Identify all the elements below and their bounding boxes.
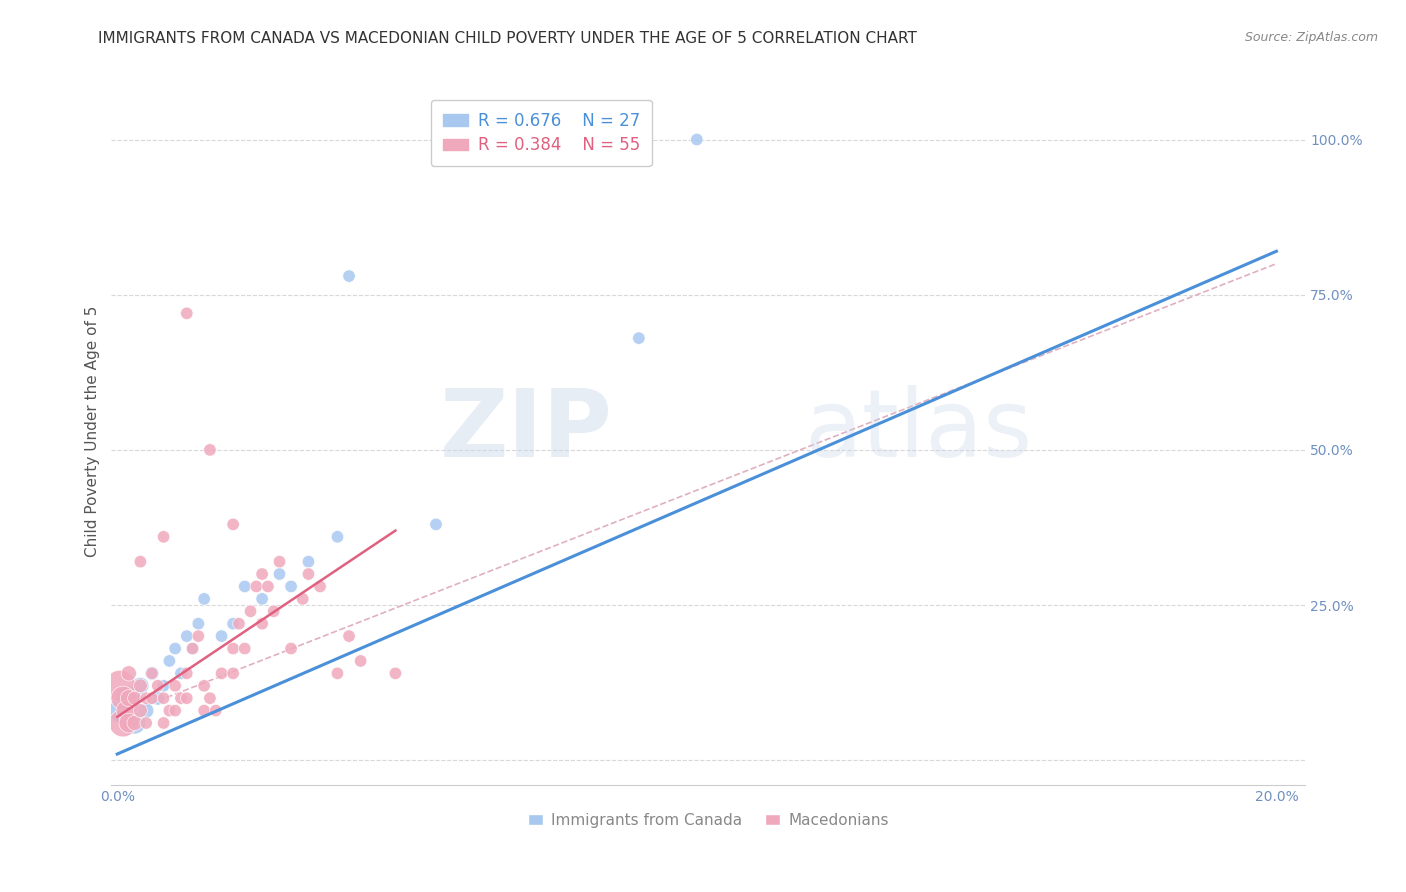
Point [269,555,291,569]
Point [239,604,262,618]
Point [291,591,314,606]
Legend: Immigrants from Canada, Macedonians: Immigrants from Canada, Macedonians [522,807,894,834]
Point [146,679,169,693]
Point [124,691,146,706]
Point [222,616,245,631]
Point [157,704,180,718]
Point [165,641,187,656]
Point [108,679,131,693]
Point [222,517,245,532]
Point [193,591,215,606]
Point [350,654,373,668]
Point [124,716,146,731]
Point [204,704,226,718]
Point [115,704,138,718]
Point [165,679,187,693]
Point [118,716,141,731]
Point [250,567,273,582]
Point [337,629,360,643]
Point [170,666,193,681]
Point [198,442,221,457]
Point [141,691,163,706]
Point [228,616,250,631]
Point [157,654,180,668]
Point [211,666,233,681]
Point [222,666,245,681]
Point [129,704,152,718]
Point [280,579,302,593]
Point [187,629,209,643]
Point [141,666,163,681]
Point [686,132,709,146]
Point [297,555,319,569]
Point [181,641,204,656]
Point [111,716,134,731]
Point [309,579,332,593]
Text: IMMIGRANTS FROM CANADA VS MACEDONIAN CHILD POVERTY UNDER THE AGE OF 5 CORRELATIO: IMMIGRANTS FROM CANADA VS MACEDONIAN CHI… [98,31,917,46]
Point [250,591,273,606]
Point [627,331,650,345]
Text: atlas: atlas [804,385,1032,477]
Point [146,691,169,706]
Point [425,517,447,532]
Point [193,679,215,693]
Point [129,679,152,693]
Point [135,704,157,718]
Point [111,704,134,718]
Point [263,604,285,618]
Point [135,691,157,706]
Point [250,616,273,631]
Point [118,691,141,706]
Point [176,306,198,320]
Point [211,629,233,643]
Point [257,579,280,593]
Point [141,666,163,681]
Point [152,716,174,731]
Y-axis label: Child Poverty Under the Age of 5: Child Poverty Under the Age of 5 [86,306,100,557]
Point [233,641,256,656]
Point [129,555,152,569]
Point [187,616,209,631]
Point [269,567,291,582]
Point [152,691,174,706]
Point [118,666,141,681]
Point [170,691,193,706]
Point [233,579,256,593]
Point [280,641,302,656]
Text: ZIP: ZIP [440,385,613,477]
Point [181,641,204,656]
Point [118,691,141,706]
Point [193,704,215,718]
Point [152,679,174,693]
Text: Source: ZipAtlas.com: Source: ZipAtlas.com [1244,31,1378,45]
Point [135,716,157,731]
Point [384,666,406,681]
Point [129,679,152,693]
Point [124,716,146,731]
Point [198,691,221,706]
Point [165,704,187,718]
Point [297,567,319,582]
Point [176,691,198,706]
Point [111,691,134,706]
Point [176,629,198,643]
Point [326,666,349,681]
Point [245,579,267,593]
Point [222,641,245,656]
Point [176,666,198,681]
Point [337,269,360,284]
Point [326,530,349,544]
Point [152,530,174,544]
